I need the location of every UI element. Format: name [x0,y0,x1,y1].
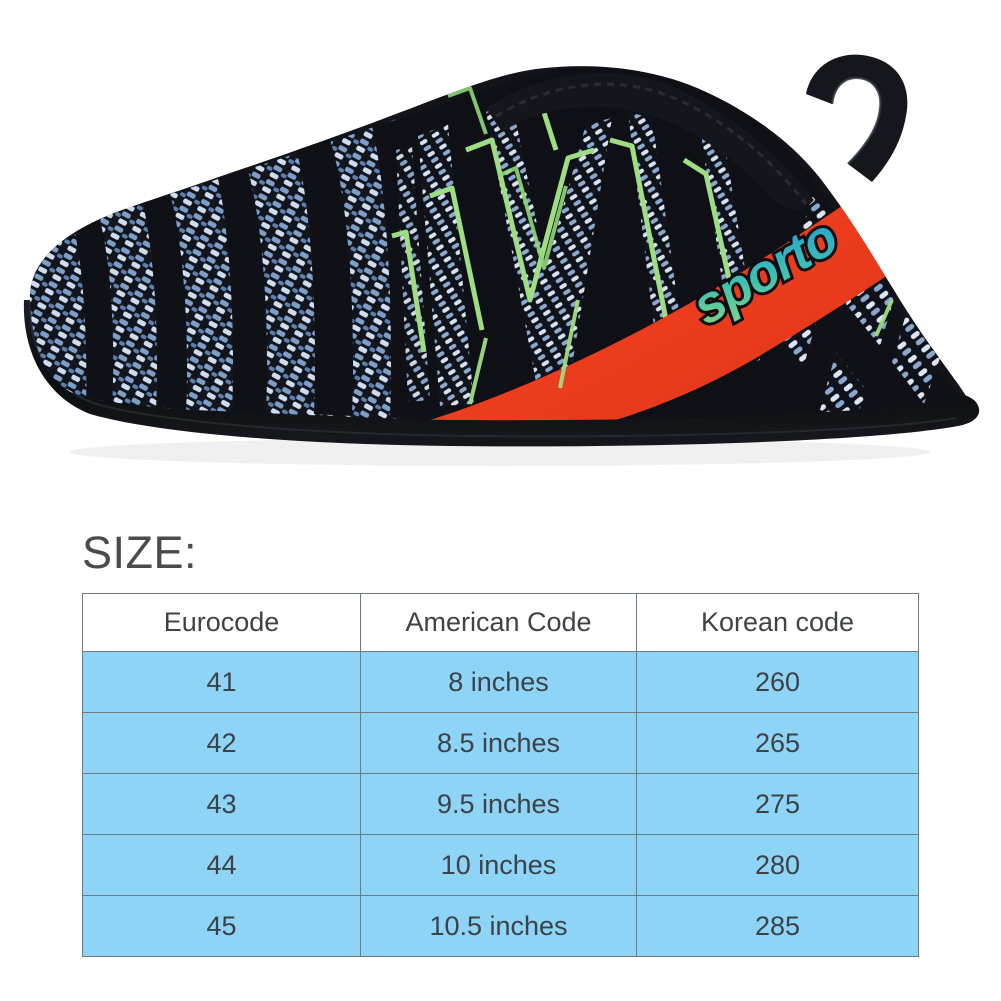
column-header-korean-code: Korean code [636,593,919,652]
toe-mesh-panel [29,118,430,420]
heel-pull-tab [806,54,908,183]
cell-american-code: 10.5 inches [360,895,637,957]
table-row: 41 8 inches 260 [82,651,919,713]
cell-american-code: 9.5 inches [360,773,637,835]
shoe-image: sporto [23,54,980,466]
product-photo: sporto [23,54,980,466]
green-accent-strokes [468,299,894,405]
column-header-american-code: American Code [360,593,637,652]
shoe-shadow [70,438,930,466]
shoe-collar [486,72,814,210]
size-title: SIZE: [82,527,198,578]
table-row: 43 9.5 inches 275 [82,773,919,835]
cell-american-code: 8 inches [360,651,637,713]
cell-eurocode: 41 [82,651,361,713]
size-table: Eurocode American Code Korean code 41 8 … [82,593,919,957]
table-header-row: Eurocode American Code Korean code [82,593,919,652]
table-row: 44 10 inches 280 [82,834,919,896]
cell-american-code: 8.5 inches [360,712,637,774]
column-header-eurocode: Eurocode [82,593,361,652]
cell-korean-code: 280 [636,834,919,896]
cell-eurocode: 43 [82,773,361,835]
cell-american-code: 10 inches [360,834,637,896]
size-section: SIZE: Eurocode American Code Korean code… [0,520,1001,1001]
cell-korean-code: 275 [636,773,919,835]
cell-korean-code: 265 [636,712,919,774]
table-row: 42 8.5 inches 265 [82,712,919,774]
cell-korean-code: 285 [636,895,919,957]
green-chevron-outlines-secondary [447,86,568,270]
size-table-wrapper: Eurocode American Code Korean code 41 8 … [82,593,919,957]
cell-eurocode: 44 [82,834,361,896]
shoe-upper: sporto [29,66,967,421]
cell-eurocode: 45 [82,895,361,957]
shoe-illustration: sporto [23,54,980,466]
size-table-head: Eurocode American Code Korean code [82,593,919,652]
size-table-body: 41 8 inches 260 42 8.5 inches 265 43 9.5… [82,651,919,957]
table-row: 45 10.5 inches 285 [82,895,919,957]
cell-korean-code: 260 [636,651,919,713]
cell-eurocode: 42 [82,712,361,774]
